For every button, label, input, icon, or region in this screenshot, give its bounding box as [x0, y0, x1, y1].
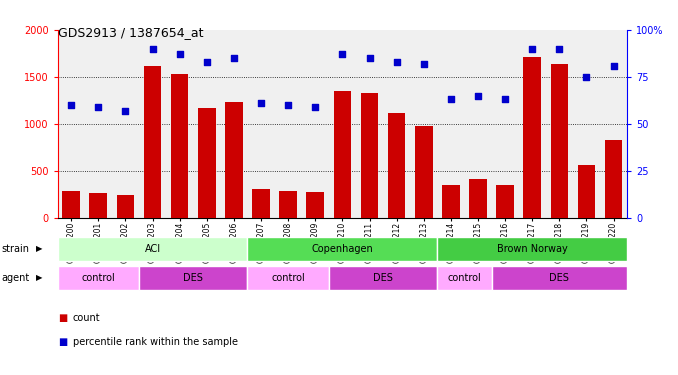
Bar — [551, 64, 568, 217]
Point — [364, 55, 375, 61]
Text: GDS2913 / 1387654_at: GDS2913 / 1387654_at — [58, 26, 203, 39]
Point — [256, 100, 266, 106]
Point — [337, 51, 348, 57]
Text: control: control — [271, 273, 305, 283]
Text: ■: ■ — [58, 313, 67, 322]
Bar — [139, 266, 247, 290]
Text: DES: DES — [549, 273, 570, 283]
Point — [283, 102, 294, 108]
Point — [66, 102, 77, 108]
Bar — [361, 93, 378, 218]
Point — [608, 63, 619, 69]
Point — [500, 96, 511, 102]
Point — [391, 59, 402, 65]
Bar — [306, 192, 324, 217]
Bar — [437, 237, 627, 261]
Bar — [62, 191, 80, 217]
Text: ACI: ACI — [144, 244, 161, 254]
Bar — [252, 189, 270, 217]
Bar — [334, 91, 351, 218]
Bar — [415, 126, 433, 218]
Point — [418, 61, 429, 67]
Bar — [58, 237, 247, 261]
Bar — [496, 185, 514, 218]
Point — [120, 108, 131, 114]
Text: DES: DES — [183, 273, 203, 283]
Text: ▶: ▶ — [36, 273, 43, 282]
Bar — [329, 266, 437, 290]
Text: Brown Norway: Brown Norway — [497, 244, 567, 254]
Bar — [437, 266, 492, 290]
Text: ■: ■ — [58, 337, 67, 347]
Bar — [225, 102, 243, 218]
Bar — [388, 113, 405, 218]
Bar — [117, 195, 134, 217]
Text: agent: agent — [1, 273, 30, 283]
Bar — [247, 266, 329, 290]
Bar — [492, 266, 627, 290]
Bar — [442, 185, 460, 218]
Bar — [279, 191, 297, 217]
Bar — [523, 57, 541, 217]
Point — [310, 104, 321, 110]
Bar — [198, 108, 216, 218]
Bar — [469, 178, 487, 218]
Bar — [58, 266, 139, 290]
Point — [174, 51, 185, 57]
Text: strain: strain — [1, 244, 29, 254]
Point — [581, 74, 592, 80]
Point — [445, 96, 456, 102]
Point — [93, 104, 104, 110]
Text: Copenhagen: Copenhagen — [311, 244, 374, 254]
Bar — [144, 66, 161, 218]
Bar — [247, 237, 437, 261]
Text: control: control — [447, 273, 481, 283]
Bar — [171, 74, 188, 217]
Bar — [89, 193, 107, 217]
Text: DES: DES — [373, 273, 393, 283]
Bar — [605, 140, 622, 218]
Point — [228, 55, 239, 61]
Point — [201, 59, 212, 65]
Point — [527, 46, 538, 52]
Text: ▶: ▶ — [36, 244, 43, 254]
Bar — [578, 165, 595, 218]
Text: percentile rank within the sample: percentile rank within the sample — [73, 337, 237, 347]
Point — [147, 46, 158, 52]
Text: control: control — [81, 273, 115, 283]
Point — [554, 46, 565, 52]
Text: count: count — [73, 313, 100, 322]
Point — [473, 93, 483, 99]
